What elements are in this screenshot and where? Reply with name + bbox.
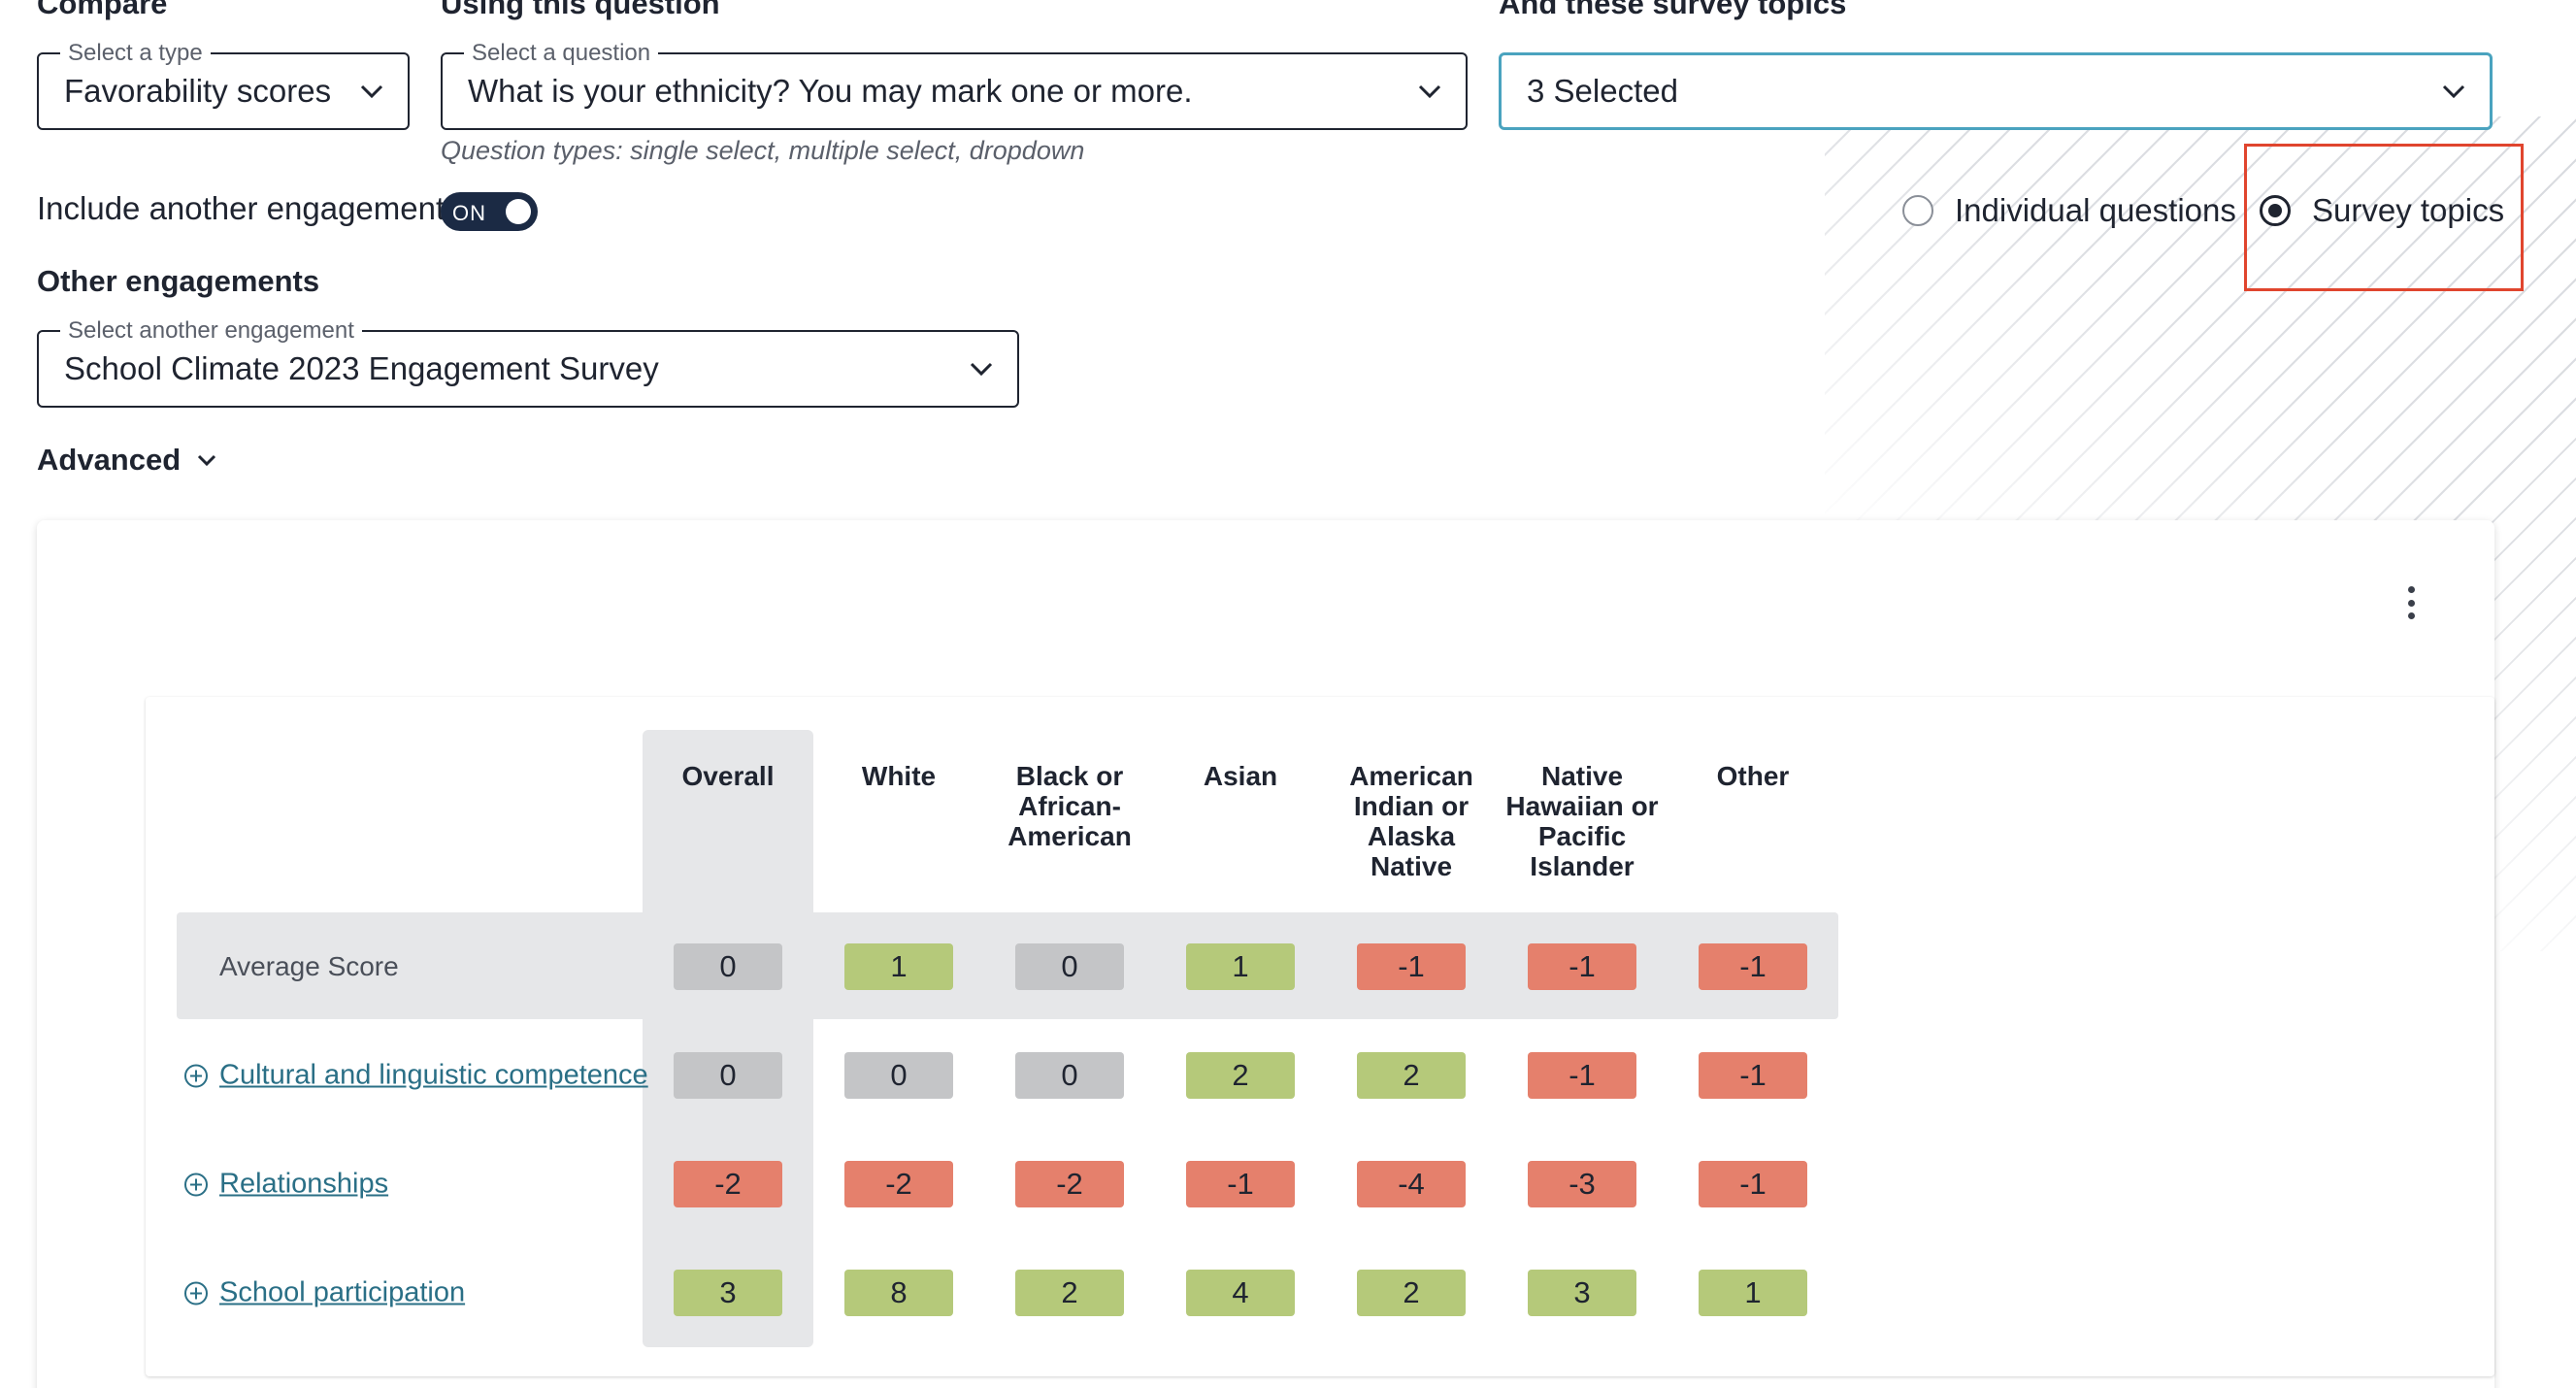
score-cell: 0 (674, 943, 782, 990)
chevron-down-icon (1418, 84, 1441, 99)
score-cell: 8 (844, 1270, 953, 1316)
score-cell: 1 (1699, 1270, 1807, 1316)
row-label-average-score: Average Score (219, 951, 399, 981)
score-cell: 0 (674, 1052, 782, 1099)
radio-individual-questions-label: Individual questions (1955, 192, 2236, 228)
row-topic-link[interactable]: Cultural and linguistic competence (184, 1060, 648, 1092)
expand-plus-icon[interactable] (184, 1173, 208, 1196)
topics-select-value: 3 Selected (1527, 73, 1678, 109)
chevron-down-icon (360, 84, 383, 99)
score-cell: -4 (1357, 1161, 1466, 1207)
type-select-value: Favorability scores (64, 73, 332, 109)
radio-selected-icon (2260, 195, 2291, 226)
column-header: Native Hawaiian or Pacific Islander (1505, 761, 1659, 881)
score-cell: -2 (1015, 1161, 1124, 1207)
engagement-select-value: School Climate 2023 Engagement Survey (64, 350, 659, 386)
score-cell: -1 (1699, 1052, 1807, 1099)
score-cell: 0 (844, 1052, 953, 1099)
row-topic-label[interactable]: Cultural and linguistic competence (219, 1059, 648, 1091)
score-cell: 1 (844, 943, 953, 990)
toggle-state-label: ON (452, 201, 486, 225)
score-cell: 2 (1186, 1052, 1295, 1099)
row-topic-label[interactable]: School participation (219, 1276, 466, 1308)
compare-title: Compare (37, 0, 168, 20)
kebab-menu-icon[interactable] (2401, 586, 2421, 619)
column-header: American Indian or Alaska Native (1349, 761, 1473, 881)
score-cell: 2 (1357, 1052, 1466, 1099)
score-cell: 0 (1015, 1052, 1124, 1099)
engagement-select-legend: Select another engagement (60, 317, 362, 345)
chevron-down-icon (2442, 84, 2465, 99)
score-cell: -1 (1186, 1161, 1295, 1207)
score-cell: 3 (674, 1270, 782, 1316)
type-select-legend: Select a type (60, 40, 211, 67)
advanced-toggle[interactable]: Advanced (37, 443, 217, 478)
score-cell: -2 (844, 1161, 953, 1207)
question-select-legend: Select a question (464, 40, 659, 67)
score-cell: -1 (1357, 943, 1466, 990)
expand-plus-icon[interactable] (184, 1281, 208, 1305)
radio-unselected-icon (1902, 195, 1933, 226)
heatmap-table-panel (146, 697, 2494, 1376)
expand-plus-icon[interactable] (184, 1064, 208, 1087)
score-cell: 2 (1357, 1270, 1466, 1316)
score-cell: 0 (1015, 943, 1124, 990)
chevron-down-icon (198, 454, 216, 467)
column-header: White (861, 761, 937, 791)
question-select[interactable]: Select a question What is your ethnicity… (441, 40, 1468, 130)
row-topic-link[interactable]: Relationships (184, 1169, 388, 1201)
score-cell: 3 (1528, 1270, 1636, 1316)
score-cell: 4 (1186, 1270, 1295, 1316)
column-header: Black or African-American (1007, 761, 1132, 851)
radio-survey-topics-label: Survey topics (2312, 192, 2505, 228)
column-header: Overall (681, 761, 775, 791)
advanced-label: Advanced (37, 443, 182, 477)
score-cell: -1 (1699, 1161, 1807, 1207)
engagement-select[interactable]: Select another engagement School Climate… (37, 317, 1019, 408)
radio-individual-questions[interactable]: Individual questions (1902, 192, 2236, 229)
include-engagement-toggle[interactable]: ON (441, 192, 538, 231)
include-engagement-label: Include another engagement (37, 190, 446, 226)
score-cell: 2 (1015, 1270, 1124, 1316)
topics-title: And these survey topics (1499, 0, 1847, 20)
overall-column-highlight (643, 730, 813, 1347)
radio-survey-topics[interactable]: Survey topics (2260, 192, 2504, 229)
row-topic-label[interactable]: Relationships (219, 1168, 389, 1200)
score-cell: -3 (1528, 1161, 1636, 1207)
chevron-down-icon (970, 362, 993, 377)
highlight-annotation-box (2244, 144, 2524, 291)
question-title: Using this question (441, 0, 720, 20)
question-types-hint: Question types: single select, multiple … (441, 136, 1085, 165)
topics-select[interactable]: 3 Selected (1499, 52, 2493, 130)
column-header: Other (1716, 761, 1790, 791)
score-cell: -1 (1699, 943, 1807, 990)
row-topic-link[interactable]: School participation (184, 1277, 465, 1309)
question-select-value: What is your ethnicity? You may mark one… (468, 73, 1193, 109)
score-cell: -1 (1528, 943, 1636, 990)
other-engagements-title: Other engagements (37, 264, 320, 298)
score-cell: -1 (1528, 1052, 1636, 1099)
type-select[interactable]: Select a type Favorability scores (37, 40, 410, 130)
score-cell: 1 (1186, 943, 1295, 990)
column-header: Asian (1203, 761, 1278, 791)
toggle-knob (506, 199, 531, 224)
score-cell: -2 (674, 1161, 782, 1207)
